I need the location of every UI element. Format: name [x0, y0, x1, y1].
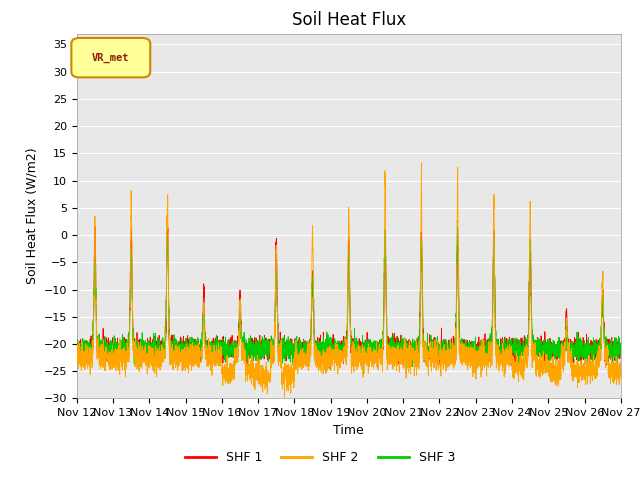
Title: Soil Heat Flux: Soil Heat Flux: [292, 11, 406, 29]
Text: VR_met: VR_met: [92, 53, 129, 63]
X-axis label: Time: Time: [333, 424, 364, 437]
Legend: SHF 1, SHF 2, SHF 3: SHF 1, SHF 2, SHF 3: [180, 446, 460, 469]
Y-axis label: Soil Heat Flux (W/m2): Soil Heat Flux (W/m2): [25, 148, 38, 284]
FancyBboxPatch shape: [72, 38, 150, 77]
